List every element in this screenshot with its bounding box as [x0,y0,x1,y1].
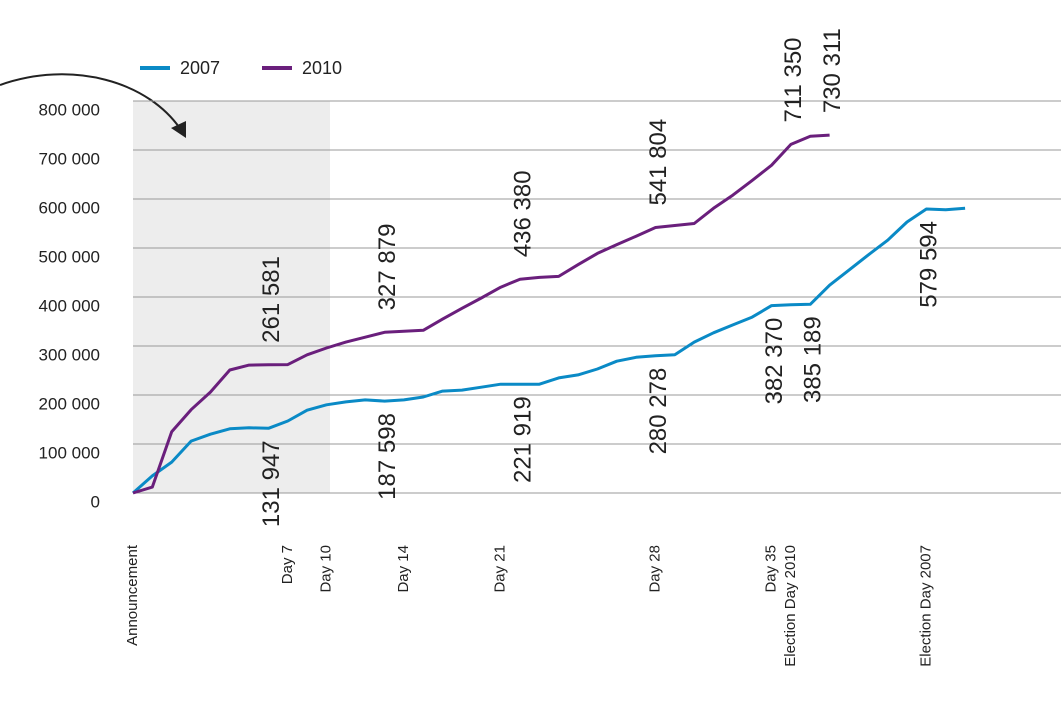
y-tick-label: 400 000 [39,296,100,315]
data-label: 261 581 [258,256,285,343]
data-label: 436 380 [509,170,536,257]
y-tick-label: 300 000 [39,345,100,364]
x-tick-label: Day 7 [279,545,296,584]
data-label: 327 879 [374,224,401,311]
y-tick-label: 800 000 [39,100,100,119]
data-label: 131 947 [258,440,285,527]
x-tick-label: Election Day 2007 [917,545,934,667]
data-label: 187 598 [374,413,401,500]
x-tick-label: Day 10 [317,545,334,593]
data-label: 711 350 [780,37,807,122]
data-label: 382 370 [761,318,788,405]
data-label: 221 919 [509,396,536,483]
legend-label: 2007 [180,58,220,78]
x-tick-label: Day 21 [492,545,509,593]
y-tick-label: 200 000 [39,394,100,413]
y-tick-label: 600 000 [39,198,100,217]
y-tick-label: 100 000 [39,443,100,462]
y-tick-label: 0 [91,492,100,511]
x-tick-label: Day 14 [395,545,412,593]
arrow [0,73,184,134]
x-tick-label: Election Day 2010 [782,545,799,667]
x-tick-label: Announcement [124,544,141,646]
data-label: 385 189 [800,316,827,403]
series-line [132,133,830,495]
y-tick-label: 500 000 [39,247,100,266]
arrow-head [171,121,186,138]
data-label: 541 804 [645,119,672,206]
x-tick-label: Day 28 [646,545,663,593]
y-tick-label: 700 000 [39,149,100,168]
x-tick-label: Day 35 [763,545,780,593]
data-label: 730 311 [819,28,846,113]
legend-label: 2010 [302,58,342,78]
series-line [132,206,966,495]
data-label: 579 594 [916,221,943,308]
data-label: 280 278 [645,368,672,455]
